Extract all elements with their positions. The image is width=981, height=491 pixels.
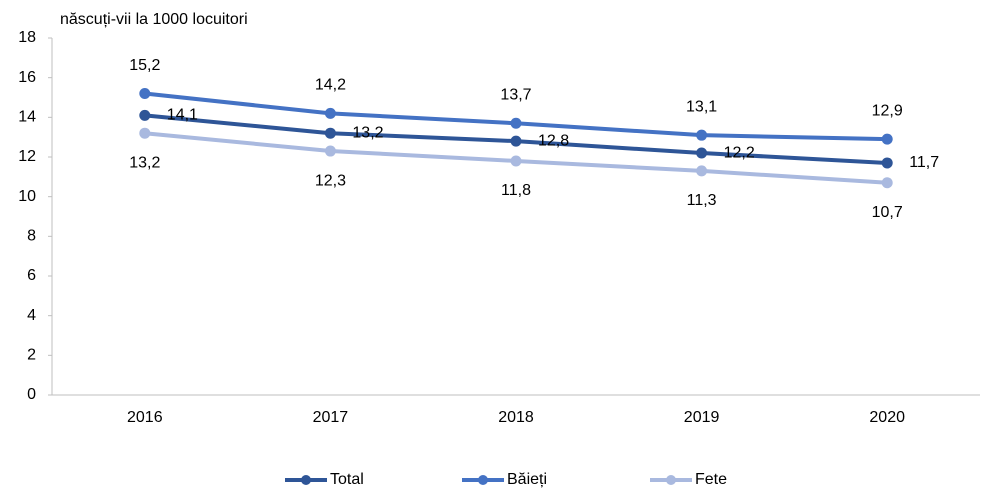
point (510, 135, 522, 147)
y-tick-label: 18 (18, 29, 36, 46)
point (696, 147, 708, 159)
point (881, 133, 893, 145)
x-tick-label: 2017 (313, 409, 349, 426)
data-label: 15,2 (129, 57, 160, 74)
point (510, 117, 522, 129)
y-tick-label: 0 (27, 386, 36, 403)
y-tick-label: 12 (18, 148, 36, 165)
y-tick-label: 14 (18, 109, 36, 126)
x-tick-label: 2020 (869, 409, 905, 426)
data-label: 12,3 (315, 172, 346, 189)
point (881, 177, 893, 189)
x-tick-label: 2019 (684, 409, 720, 426)
point (324, 145, 336, 157)
point (324, 127, 336, 139)
y-tick-label: 4 (27, 307, 36, 324)
data-label: 10,7 (872, 204, 903, 221)
point (881, 157, 893, 169)
legend-marker (301, 475, 311, 485)
y-tick-label: 2 (27, 347, 36, 364)
y-tick-label: 6 (27, 267, 36, 284)
point (139, 88, 151, 100)
point (324, 107, 336, 119)
point (696, 165, 708, 177)
legend-marker (478, 475, 488, 485)
x-tick-label: 2018 (498, 409, 534, 426)
legend-label: Fete (695, 471, 727, 488)
data-label: 13,7 (500, 87, 531, 104)
data-label: 11,7 (909, 154, 939, 171)
data-label: 12,2 (724, 144, 755, 161)
y-tick-label: 10 (18, 188, 36, 205)
y-tick-label: 16 (18, 69, 36, 86)
data-label: 12,9 (872, 102, 903, 119)
point (696, 129, 708, 141)
point (510, 155, 522, 167)
y-tick-label: 8 (27, 228, 36, 245)
x-tick-label: 2016 (127, 409, 163, 426)
data-label: 12,8 (538, 132, 569, 149)
point (139, 109, 151, 121)
y-axis-label: născuți-vii la 1000 locuitori (60, 11, 248, 28)
data-label: 13,1 (686, 98, 717, 115)
data-label: 14,2 (315, 77, 346, 94)
data-label: 11,8 (501, 182, 531, 199)
data-label: 14,1 (167, 107, 198, 124)
legend-marker (666, 475, 676, 485)
data-label: 13,2 (129, 154, 160, 171)
legend-label: Total (330, 471, 364, 488)
point (139, 127, 151, 139)
data-label: 11,3 (687, 192, 717, 209)
data-label: 13,2 (352, 124, 383, 141)
legend-label: Băieți (507, 471, 547, 488)
